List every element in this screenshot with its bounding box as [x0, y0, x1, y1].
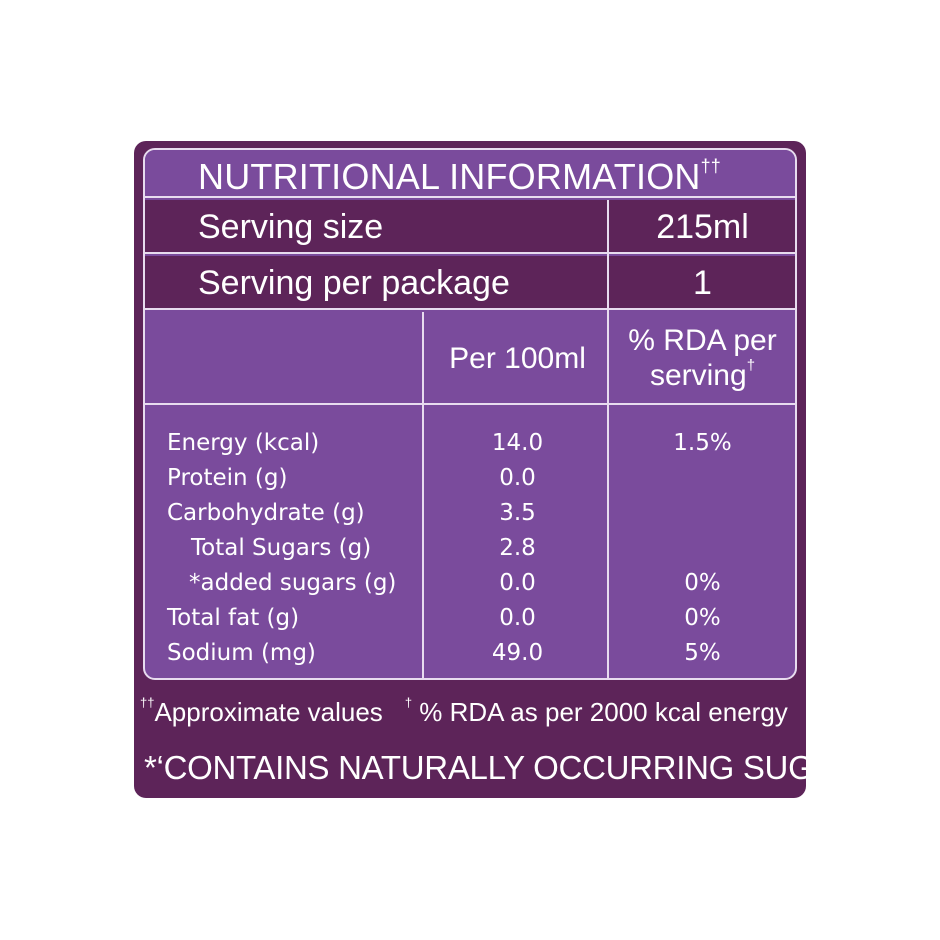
nutrient-label: Total fat (g)	[167, 605, 300, 631]
nutrient-per-100ml: 2.8	[499, 535, 536, 561]
sugar-claim: *‘CONTAINS NATURALLY OCCURRING SUGARS’	[144, 749, 888, 786]
title-row: NUTRITIONAL INFORMATION††	[145, 150, 795, 198]
rda-header-line1: % RDA per	[628, 324, 777, 357]
servings-per-package-value: 1	[693, 264, 712, 302]
per-100ml-header: Per 100ml	[449, 342, 586, 375]
nutrient-per-100ml: 0.0	[499, 570, 536, 596]
nutrient-row: Total Sugars (g) 2.8	[145, 535, 795, 570]
servings-per-package-row: Serving per package 1	[145, 256, 795, 310]
rda-footnote-mark: †	[746, 357, 756, 374]
nutrient-label: Sodium (mg)	[167, 640, 316, 666]
nutrient-label: Protein (g)	[167, 465, 288, 491]
nutrient-list: Energy (kcal) 14.0 1.5% Protein (g) 0.0 …	[145, 430, 795, 675]
nutrient-rda: 5%	[684, 640, 721, 666]
column-divider	[607, 200, 609, 678]
nutrition-table: NUTRITIONAL INFORMATION†† Serving size 2…	[143, 148, 797, 680]
nutrient-per-100ml: 0.0	[499, 605, 536, 631]
nutrient-row: *added sugars (g) 0.0 0%	[145, 570, 795, 605]
serving-size-label: Serving size	[198, 208, 384, 246]
nutrient-per-100ml: 49.0	[491, 640, 544, 666]
nutrient-per-100ml: 3.5	[499, 500, 536, 526]
nutrient-per-100ml: 0.0	[499, 465, 536, 491]
approx-footnote-mark: ††	[140, 695, 155, 711]
nutrient-rda: 0%	[684, 570, 721, 596]
nutrient-row: Carbohydrate (g) 3.5	[145, 500, 795, 535]
column-divider	[422, 312, 424, 678]
nutrient-rda: 1.5%	[673, 430, 732, 456]
nutrient-row: Sodium (mg) 49.0 5%	[145, 640, 795, 675]
nutrient-row: Protein (g) 0.0	[145, 465, 795, 500]
rda-header: % RDA per serving†	[610, 324, 795, 392]
servings-per-package-label: Serving per package	[198, 264, 510, 302]
nutrient-rda: 0%	[684, 605, 721, 631]
serving-size-row: Serving size 215ml	[145, 200, 795, 254]
title-footnote-mark: ††	[700, 156, 722, 176]
nutrient-label: Energy (kcal)	[167, 430, 320, 456]
column-header-row: Per 100ml % RDA per serving†	[145, 312, 795, 405]
nutrient-label: Total Sugars (g)	[191, 535, 372, 561]
nutrient-row: Total fat (g) 0.0 0%	[145, 605, 795, 640]
nutrient-label: *added sugars (g)	[189, 570, 397, 596]
nutrient-label: Carbohydrate (g)	[167, 500, 365, 526]
rda-footnote-text: % RDA as per 2000 kcal energy	[412, 697, 788, 727]
serving-size-value: 215ml	[656, 208, 749, 246]
approx-footnote-text: Approximate values	[154, 697, 383, 727]
footnote: ††Approximate values † % RDA as per 2000 …	[140, 695, 800, 728]
nutrition-label: NUTRITIONAL INFORMATION†† Serving size 2…	[134, 141, 888, 798]
rda-footnote-mark: †	[404, 695, 413, 711]
nutrient-per-100ml: 14.0	[491, 430, 544, 456]
table-title: NUTRITIONAL INFORMATION††	[198, 156, 722, 197]
nutrient-row: Energy (kcal) 14.0 1.5%	[145, 430, 795, 465]
rda-header-line2: serving	[649, 359, 747, 392]
